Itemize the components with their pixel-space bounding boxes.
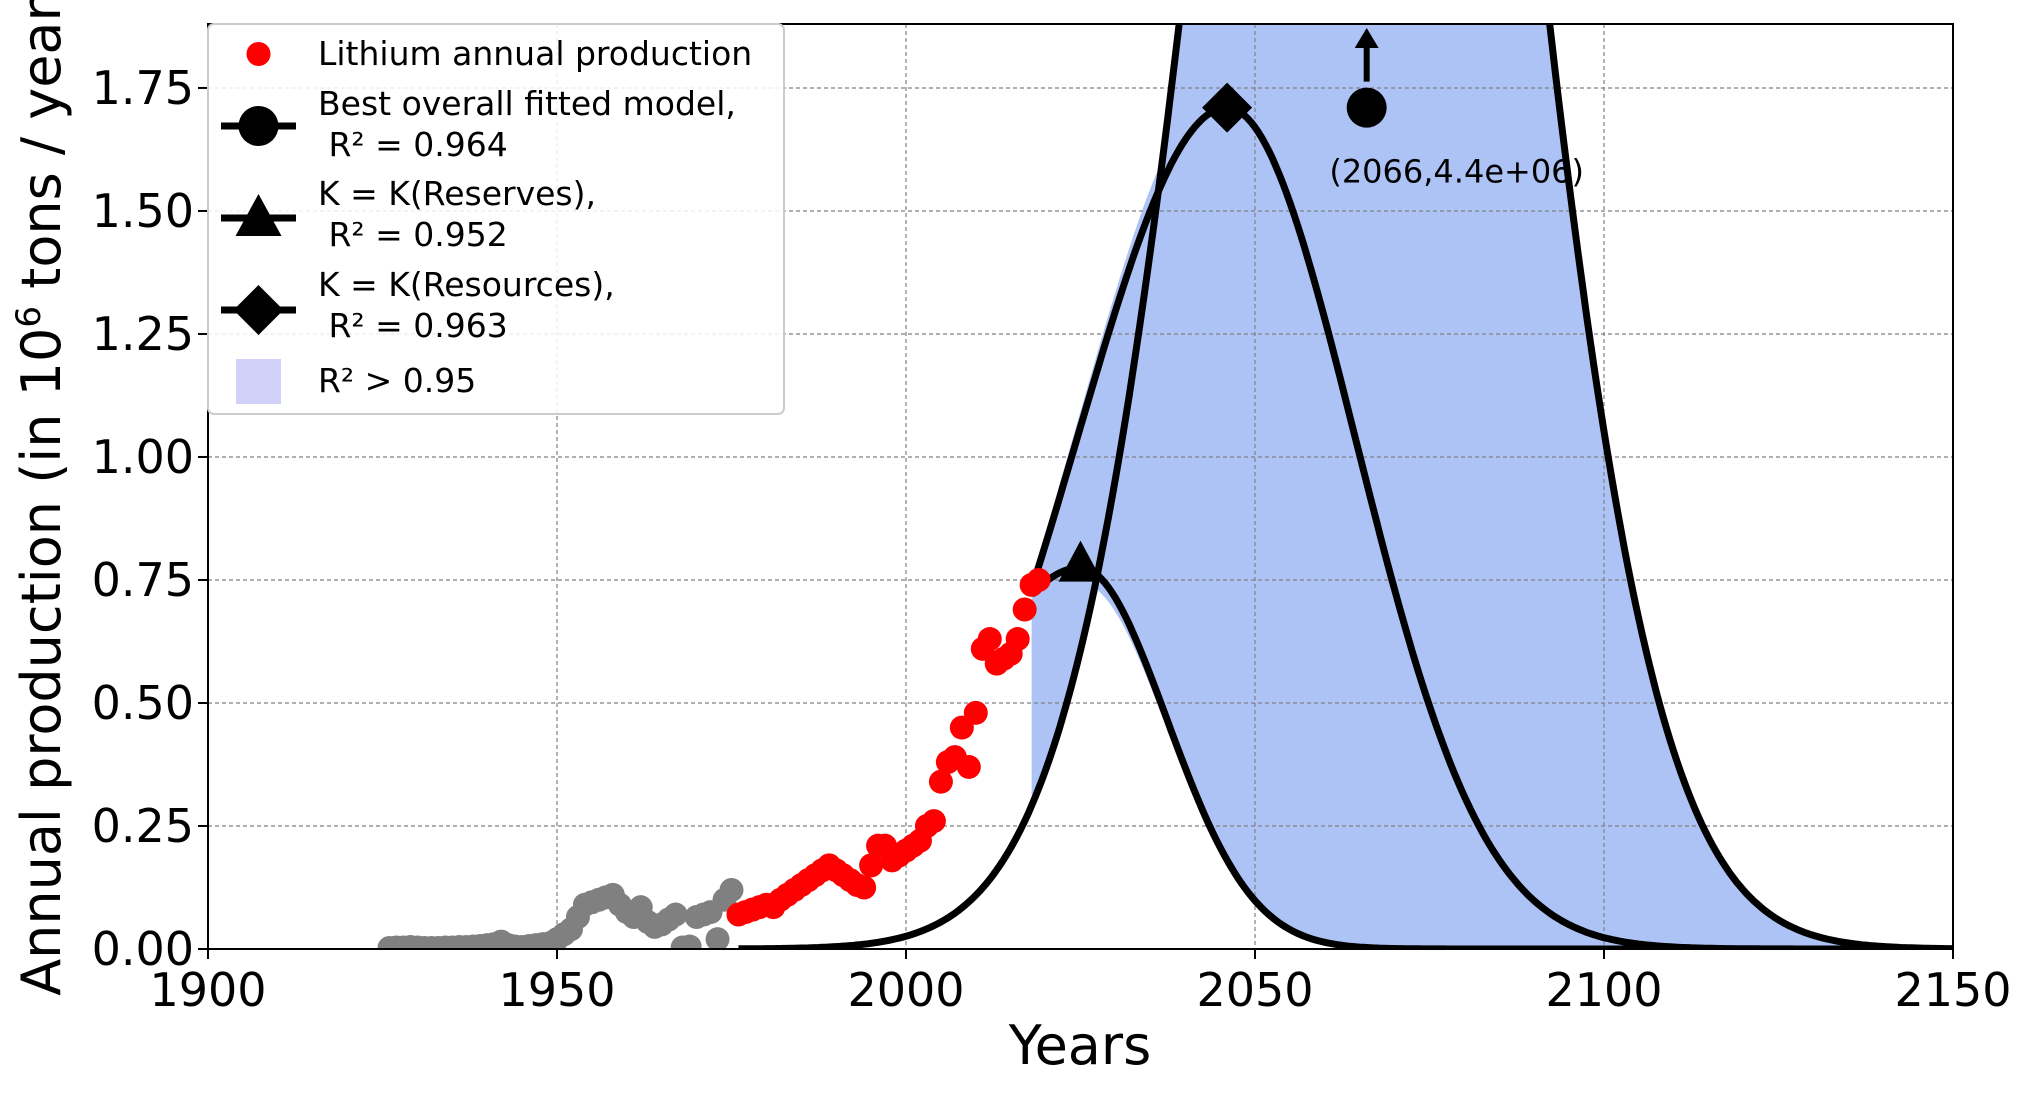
legend-label-best-model: Best overall fitted model, R² = 0.964 xyxy=(318,84,736,164)
y-tick-label: 1.50 xyxy=(92,184,194,238)
y-tick-label: 1.75 xyxy=(92,61,194,115)
x-tick-label: 1950 xyxy=(498,963,615,1017)
y-tick-label: 0.25 xyxy=(92,799,194,853)
reserves-model-curve xyxy=(1029,564,1953,949)
y-axis-title-suffix: tons / year) xyxy=(10,0,73,306)
legend-handle-band-swatch xyxy=(236,359,281,404)
x-tick-label: 2150 xyxy=(1894,963,2011,1017)
legend-label-production: Lithium annual production xyxy=(318,34,752,73)
annotation-layer: (2066,4.4e+06) xyxy=(1329,28,1584,191)
historical-point xyxy=(705,927,730,949)
historical-point xyxy=(663,902,688,927)
annotation-label: (2066,4.4e+06) xyxy=(1329,153,1584,191)
production-point xyxy=(1026,567,1051,592)
legend: Lithium annual production Best overall f… xyxy=(207,23,785,415)
reserves-peak-triangle xyxy=(1058,540,1103,582)
y-tick-label: 0.75 xyxy=(92,553,194,607)
legend-handle-best-model-circle xyxy=(238,106,279,146)
x-tick-label: 2100 xyxy=(1545,963,1662,1017)
peak-markers-layer xyxy=(1058,82,1253,582)
legend-label-band: R² > 0.95 xyxy=(318,361,476,400)
x-tick-label: 2050 xyxy=(1196,963,1313,1017)
annotation-arrow-head xyxy=(1354,28,1379,48)
y-axis-title: Annual production (in 106 tons / year) xyxy=(9,0,73,996)
resources-peak-diamond xyxy=(1202,82,1253,133)
y-tick-label: 1.00 xyxy=(92,430,194,484)
production-point xyxy=(1005,627,1030,652)
y-tick-label: 0.50 xyxy=(92,676,194,730)
production-point xyxy=(859,853,884,878)
resources-model-curve xyxy=(1028,104,1953,949)
best-model-peak-circle xyxy=(1346,87,1387,128)
legend-handle-reserves-triangle xyxy=(235,194,282,236)
legend-handles xyxy=(221,42,296,404)
x-tick-label: 1900 xyxy=(149,963,266,1017)
model-curves-layer xyxy=(738,24,1953,949)
best-model-curve xyxy=(738,24,1953,949)
plot-frame xyxy=(207,23,1954,950)
production-point xyxy=(963,700,988,725)
data-points-layer xyxy=(377,567,1051,949)
y-tick-label: 0.00 xyxy=(92,922,194,976)
x-axis-title: Years xyxy=(1008,1014,1151,1077)
x-tick-label: 2000 xyxy=(847,963,964,1017)
y-tick-label: 1.25 xyxy=(92,307,194,361)
r2-band-layer xyxy=(1031,24,1953,949)
axes-layer: 1900 1950 2000 2050 2100 2150 0.00 0.25 0.50 0.75… xyxy=(92,61,2012,1017)
production-point xyxy=(977,627,1002,652)
production-point xyxy=(921,809,946,834)
legend-label-resources: K = K(Resources), R² = 0.963 xyxy=(318,265,615,345)
production-point xyxy=(1012,597,1037,622)
y-axis-title-prefix: Annual production (in 10 xyxy=(10,328,73,996)
legend-label-reserves: K = K(Reserves), R² = 0.952 xyxy=(318,174,596,254)
production-point xyxy=(852,875,877,900)
production-point xyxy=(956,754,981,779)
historical-point xyxy=(677,934,702,949)
production-point xyxy=(928,769,953,794)
y-axis-title-exponent: 6 xyxy=(9,306,49,328)
legend-handle-production-dot xyxy=(246,42,271,66)
r2-band xyxy=(1031,24,1953,949)
legend-handle-resources-diamond xyxy=(233,285,284,335)
historical-point xyxy=(719,877,744,902)
legend-frame xyxy=(207,23,785,415)
